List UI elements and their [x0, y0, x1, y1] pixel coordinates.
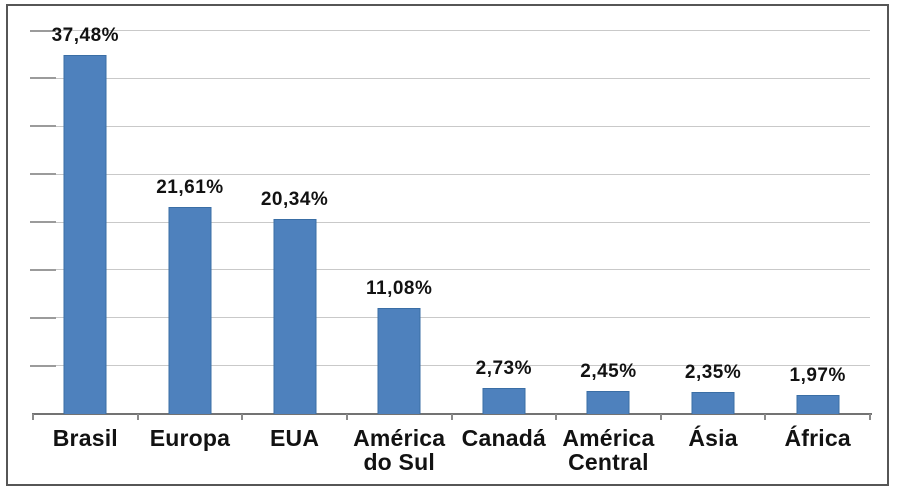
bar-brasil: [63, 55, 107, 414]
bar-canada: [482, 387, 526, 414]
gridline-end-tick: [30, 316, 56, 319]
gridline: [30, 364, 870, 367]
x-axis-tick: [555, 414, 558, 420]
gridline: [30, 125, 870, 128]
bar-europa: [168, 207, 212, 414]
gridline-end-tick: [30, 268, 56, 271]
value-label-canada: 2,73%: [475, 357, 532, 379]
bar-africa: [796, 395, 840, 414]
bar-group-canada: 2,73%: [452, 31, 557, 414]
value-label-africa: 1,97%: [789, 365, 846, 387]
bar-america-do-sul: [377, 307, 421, 414]
value-label-eua: 20,34%: [260, 189, 329, 211]
bar-group-eua: 20,34%: [242, 31, 347, 414]
value-label-brasil: 37,48%: [51, 25, 120, 47]
value-label-asia: 2,35%: [684, 361, 742, 383]
x-axis-tick: [345, 414, 348, 420]
value-label-america-central: 2,45%: [580, 360, 637, 382]
gridline: [30, 29, 870, 32]
gridline-end-tick: [30, 77, 56, 80]
bar-eua: [273, 219, 317, 414]
gridline: [30, 77, 870, 80]
category-label-europa: Europa: [149, 425, 231, 451]
category-label-brasil: Brasil: [52, 425, 118, 451]
value-label-europa: 21,61%: [156, 177, 224, 199]
gridline-end-tick: [30, 221, 56, 223]
bar-group-asia: 2,35%: [661, 31, 766, 414]
x-axis-category-row: Brasil Europa EUA América do Sul Canadá Améri…: [33, 426, 870, 474]
category-label-asia: Ásia: [688, 425, 738, 451]
bar-america-central: [586, 390, 630, 414]
category-label-canada: Canadá: [461, 425, 546, 451]
gridline-end-tick: [30, 125, 56, 128]
gridline-end-tick: [30, 29, 56, 32]
category-label-eua: EUA: [269, 425, 320, 451]
gridline: [30, 316, 870, 319]
value-label-america-do-sul: 11,08%: [365, 278, 433, 300]
x-axis-tick: [764, 414, 767, 420]
category-label-africa: África: [784, 425, 851, 451]
gridline: [30, 173, 870, 176]
gridline: [30, 221, 870, 223]
category-label-america-do-sul: América do Sul: [353, 425, 446, 476]
x-axis-tick: [241, 414, 244, 420]
x-axis-tick: [659, 414, 662, 420]
gridline-end-tick: [30, 364, 56, 367]
x-axis-tick: [450, 414, 453, 420]
gridline: [30, 268, 870, 271]
x-axis-tick: [136, 414, 139, 420]
bar-group-europa: 21,61%: [138, 31, 243, 414]
plot-area: 37,48% 21,61% 20,34% 11,08% 2,73% 2,45% 2,35% 1…: [30, 25, 872, 420]
bar-group-america-do-sul: 11,08%: [347, 31, 452, 414]
x-axis-tick: [869, 414, 871, 420]
category-label-america-central: América Central: [562, 425, 655, 476]
bar-asia: [691, 391, 735, 414]
x-axis-tick: [32, 414, 34, 420]
bar-group-africa: 1,97%: [765, 31, 870, 414]
chart-frame-border: [6, 4, 889, 486]
bar-group-brasil: 37,48%: [33, 25, 138, 414]
gridline-end-tick: [30, 173, 56, 176]
bar-group-america-central: 2,45%: [556, 31, 661, 414]
